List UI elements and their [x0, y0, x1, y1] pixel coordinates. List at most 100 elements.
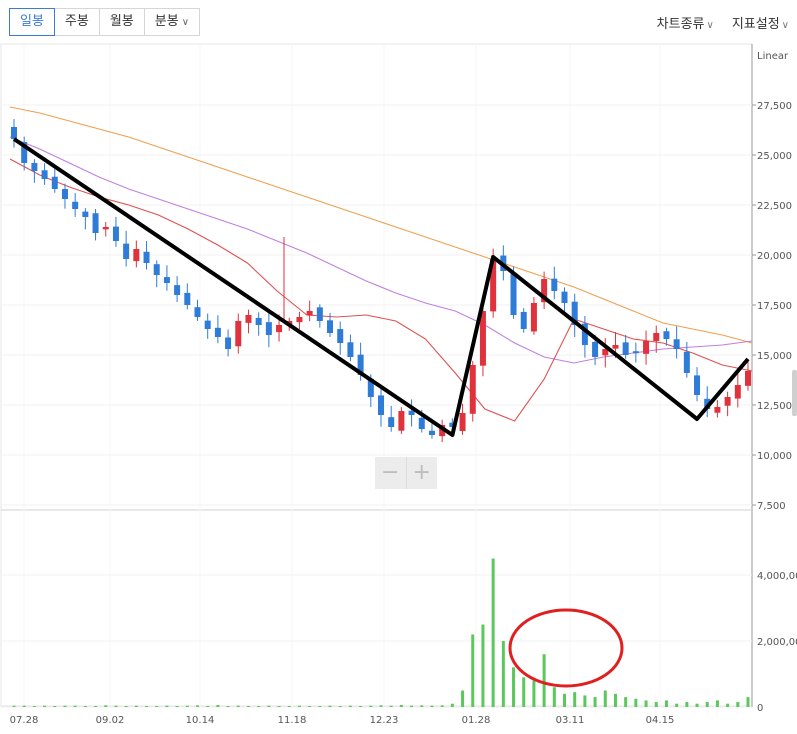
moving-average-line — [9, 106, 753, 344]
volume-bar — [624, 697, 628, 707]
volume-bar — [114, 705, 118, 707]
volume-bar — [348, 705, 352, 707]
volume-bar — [746, 697, 750, 707]
candle-body — [479, 311, 486, 366]
candle-body — [367, 378, 374, 397]
volume-bar — [257, 706, 261, 708]
volume-bar — [522, 677, 526, 707]
volume-bar — [440, 705, 444, 707]
tab-minute[interactable]: 분봉 ∨ — [143, 8, 201, 36]
volume-bar — [287, 706, 291, 708]
candle-body — [673, 339, 680, 349]
zoom-in-button[interactable]: + — [405, 457, 438, 489]
volume-tick-label: 4,000,000 — [757, 571, 797, 582]
candle-body — [388, 417, 395, 427]
volume-bar — [359, 706, 363, 708]
time-tick-label: 03.11 — [556, 715, 585, 726]
vertical-scrollbar[interactable] — [792, 370, 797, 416]
candle-body — [296, 317, 303, 323]
volume-bar — [552, 687, 556, 707]
candle-body — [143, 251, 150, 263]
volume-bar — [32, 706, 36, 708]
volume-bar — [318, 706, 322, 708]
volume-bar — [461, 690, 465, 707]
moving-average-line — [9, 158, 753, 422]
candle-body — [561, 291, 568, 303]
volume-bar — [491, 558, 495, 707]
candle-body — [592, 341, 599, 357]
volume-bar — [613, 693, 617, 707]
price-tick-label: 22,500 — [757, 201, 792, 212]
candle-body — [41, 170, 48, 179]
volume-bar — [471, 634, 475, 707]
volume-bar — [236, 705, 240, 707]
candle-body — [714, 407, 721, 413]
time-tick-label: 12.23 — [370, 715, 399, 726]
volume-bar — [563, 693, 566, 707]
tab-label: 주봉 — [64, 14, 89, 29]
volume-bar — [685, 702, 689, 707]
period-tabs: 일봉 주봉 월봉 분봉 ∨ — [9, 8, 201, 36]
volume-bar — [695, 703, 699, 707]
candle-body — [643, 341, 650, 354]
candle-body — [581, 323, 588, 345]
candle-body — [82, 211, 89, 217]
volume-bar — [420, 705, 424, 707]
volume-bar — [43, 705, 47, 707]
candle-body — [510, 272, 517, 315]
tab-daily[interactable]: 일봉 — [9, 8, 55, 36]
chevron-down-icon: ∨ — [181, 17, 190, 28]
volume-bar — [73, 705, 77, 707]
volume-tick-label: 2,000,000 — [757, 637, 797, 648]
volume-bar — [512, 667, 516, 707]
volume-bar — [277, 706, 281, 708]
volume-bar — [369, 705, 373, 707]
tab-label: 월봉 — [109, 14, 134, 29]
candle-body — [225, 337, 232, 349]
zoom-out-button[interactable]: − — [381, 460, 400, 485]
volume-bar — [573, 692, 577, 707]
candle-body — [174, 285, 181, 295]
price-tick-label: 25,000 — [757, 151, 792, 162]
candle-body — [653, 333, 660, 341]
candle-body — [316, 307, 323, 321]
volume-bar — [705, 702, 709, 707]
candle-body — [622, 342, 629, 355]
candle-body — [194, 307, 201, 317]
volume-bar — [726, 703, 730, 707]
candle-body — [184, 292, 191, 305]
candle-body — [51, 176, 58, 189]
price-tick-label: 12,500 — [757, 401, 792, 412]
candle-body — [378, 395, 384, 415]
candle-body — [327, 320, 334, 333]
chart-type-menu[interactable]: 차트종류 ∨ — [657, 13, 714, 32]
candle-body — [469, 365, 476, 414]
volume-bar — [185, 705, 189, 707]
candle-body — [255, 317, 262, 325]
volume-bar — [644, 700, 648, 707]
indicator-settings-menu[interactable]: 지표설정 ∨ — [732, 13, 789, 32]
candle-body — [683, 351, 690, 373]
tab-label: 일봉 — [20, 14, 44, 29]
time-tick-label: 01.28 — [462, 715, 491, 726]
volume-bar — [196, 705, 199, 707]
candle-body — [632, 351, 639, 354]
candle-body — [428, 430, 435, 435]
candle-body — [724, 397, 731, 406]
candle-body — [235, 321, 242, 347]
candle-body — [11, 127, 17, 139]
volume-bar — [124, 706, 128, 708]
candle-body — [276, 325, 283, 333]
volume-bar — [94, 706, 98, 708]
volume-bar — [715, 700, 719, 707]
candle-body — [245, 315, 252, 323]
candle-body — [31, 162, 38, 171]
candle-body — [102, 227, 109, 230]
candle-body — [602, 349, 609, 356]
chevron-down-icon: ∨ — [706, 20, 714, 31]
tab-monthly[interactable]: 월봉 — [98, 8, 145, 36]
candle-body — [745, 371, 751, 386]
volume-bar — [155, 706, 159, 708]
candle-body — [490, 259, 497, 312]
